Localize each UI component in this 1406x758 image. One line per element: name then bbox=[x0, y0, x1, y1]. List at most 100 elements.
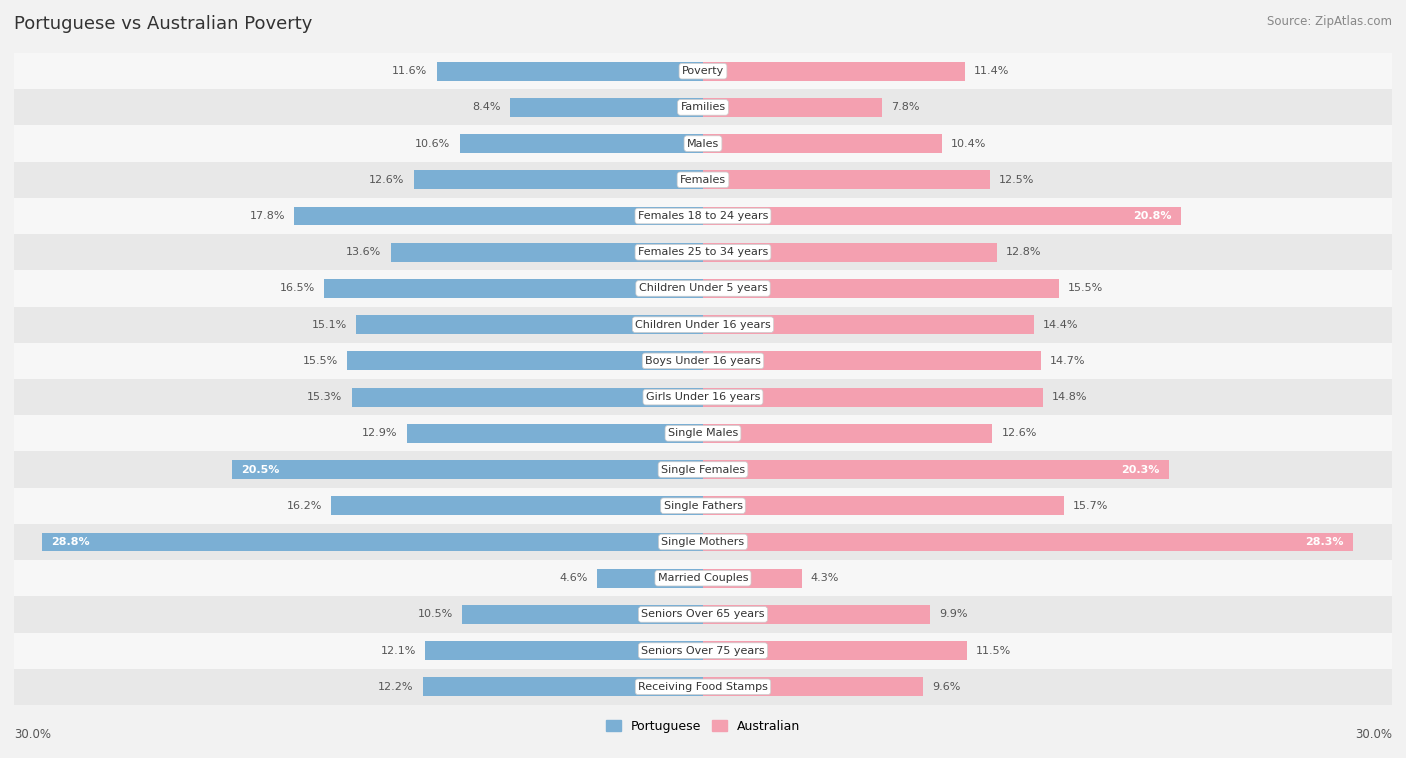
Bar bbox=[510, 98, 703, 117]
Text: 14.7%: 14.7% bbox=[1050, 356, 1085, 366]
Bar bbox=[703, 496, 1063, 515]
Text: Females: Females bbox=[681, 175, 725, 185]
Text: 28.3%: 28.3% bbox=[1305, 537, 1344, 547]
Bar bbox=[14, 126, 1392, 161]
Text: Females 25 to 34 years: Females 25 to 34 years bbox=[638, 247, 768, 257]
Text: 9.9%: 9.9% bbox=[939, 609, 969, 619]
Bar bbox=[14, 597, 1392, 632]
Text: Single Fathers: Single Fathers bbox=[664, 501, 742, 511]
Text: 20.5%: 20.5% bbox=[242, 465, 280, 475]
Bar bbox=[14, 234, 1392, 271]
Bar bbox=[356, 315, 703, 334]
Text: Single Males: Single Males bbox=[668, 428, 738, 438]
Text: 12.8%: 12.8% bbox=[1007, 247, 1042, 257]
Bar bbox=[703, 134, 942, 153]
Bar bbox=[703, 641, 967, 660]
Bar bbox=[14, 379, 1392, 415]
Text: 15.3%: 15.3% bbox=[307, 392, 343, 402]
Text: 4.6%: 4.6% bbox=[560, 573, 588, 583]
Bar bbox=[703, 678, 924, 697]
Text: 16.5%: 16.5% bbox=[280, 283, 315, 293]
Text: 15.1%: 15.1% bbox=[312, 320, 347, 330]
Bar bbox=[14, 271, 1392, 306]
Bar bbox=[294, 207, 703, 225]
Bar bbox=[347, 352, 703, 371]
Bar bbox=[14, 560, 1392, 597]
Bar bbox=[14, 452, 1392, 487]
Bar bbox=[323, 279, 703, 298]
Text: Families: Families bbox=[681, 102, 725, 112]
Bar bbox=[703, 387, 1043, 406]
Text: Children Under 5 years: Children Under 5 years bbox=[638, 283, 768, 293]
Text: 8.4%: 8.4% bbox=[472, 102, 501, 112]
Bar bbox=[14, 198, 1392, 234]
Bar bbox=[703, 424, 993, 443]
Text: Boys Under 16 years: Boys Under 16 years bbox=[645, 356, 761, 366]
Text: 12.9%: 12.9% bbox=[363, 428, 398, 438]
Text: 12.1%: 12.1% bbox=[381, 646, 416, 656]
Bar bbox=[14, 669, 1392, 705]
Bar bbox=[14, 53, 1392, 89]
Bar bbox=[391, 243, 703, 262]
Bar bbox=[352, 387, 703, 406]
Text: 14.8%: 14.8% bbox=[1052, 392, 1088, 402]
Bar bbox=[330, 496, 703, 515]
Bar bbox=[461, 605, 703, 624]
Bar bbox=[14, 487, 1392, 524]
Text: 30.0%: 30.0% bbox=[1355, 728, 1392, 741]
Text: 12.6%: 12.6% bbox=[370, 175, 405, 185]
Text: 11.6%: 11.6% bbox=[392, 66, 427, 76]
Bar bbox=[598, 568, 703, 587]
Text: 10.6%: 10.6% bbox=[415, 139, 450, 149]
Text: 17.8%: 17.8% bbox=[249, 211, 285, 221]
Bar bbox=[437, 61, 703, 80]
Text: 15.5%: 15.5% bbox=[302, 356, 337, 366]
Bar bbox=[14, 415, 1392, 452]
Text: 4.3%: 4.3% bbox=[811, 573, 839, 583]
Text: 13.6%: 13.6% bbox=[346, 247, 381, 257]
Text: Married Couples: Married Couples bbox=[658, 573, 748, 583]
Text: 12.6%: 12.6% bbox=[1001, 428, 1036, 438]
Text: 28.8%: 28.8% bbox=[51, 537, 90, 547]
Text: 15.5%: 15.5% bbox=[1069, 283, 1104, 293]
Text: 16.2%: 16.2% bbox=[287, 501, 322, 511]
Text: 12.2%: 12.2% bbox=[378, 682, 413, 692]
Text: Girls Under 16 years: Girls Under 16 years bbox=[645, 392, 761, 402]
Bar bbox=[703, 605, 931, 624]
Text: 10.5%: 10.5% bbox=[418, 609, 453, 619]
Bar bbox=[703, 207, 1181, 225]
Bar bbox=[413, 171, 703, 190]
Bar bbox=[14, 161, 1392, 198]
Text: 30.0%: 30.0% bbox=[14, 728, 51, 741]
Bar bbox=[703, 171, 990, 190]
Bar bbox=[423, 678, 703, 697]
Bar bbox=[703, 315, 1033, 334]
Text: Single Females: Single Females bbox=[661, 465, 745, 475]
Text: Females 18 to 24 years: Females 18 to 24 years bbox=[638, 211, 768, 221]
Text: Seniors Over 75 years: Seniors Over 75 years bbox=[641, 646, 765, 656]
Text: 11.5%: 11.5% bbox=[976, 646, 1011, 656]
Text: Source: ZipAtlas.com: Source: ZipAtlas.com bbox=[1267, 15, 1392, 28]
Bar bbox=[460, 134, 703, 153]
Bar bbox=[232, 460, 703, 479]
Text: Receiving Food Stamps: Receiving Food Stamps bbox=[638, 682, 768, 692]
Bar bbox=[14, 632, 1392, 669]
Legend: Portuguese, Australian: Portuguese, Australian bbox=[602, 715, 804, 738]
Text: Seniors Over 65 years: Seniors Over 65 years bbox=[641, 609, 765, 619]
Bar bbox=[703, 243, 997, 262]
Text: Children Under 16 years: Children Under 16 years bbox=[636, 320, 770, 330]
Bar bbox=[703, 279, 1059, 298]
Bar bbox=[703, 533, 1353, 551]
Text: 11.4%: 11.4% bbox=[974, 66, 1010, 76]
Text: 14.4%: 14.4% bbox=[1043, 320, 1078, 330]
Bar bbox=[14, 306, 1392, 343]
Bar bbox=[703, 568, 801, 587]
Text: 9.6%: 9.6% bbox=[932, 682, 962, 692]
Bar bbox=[703, 352, 1040, 371]
Bar bbox=[406, 424, 703, 443]
Bar bbox=[703, 61, 965, 80]
Text: Portuguese vs Australian Poverty: Portuguese vs Australian Poverty bbox=[14, 15, 312, 33]
Text: 20.3%: 20.3% bbox=[1122, 465, 1160, 475]
Text: 20.8%: 20.8% bbox=[1133, 211, 1171, 221]
Bar bbox=[425, 641, 703, 660]
